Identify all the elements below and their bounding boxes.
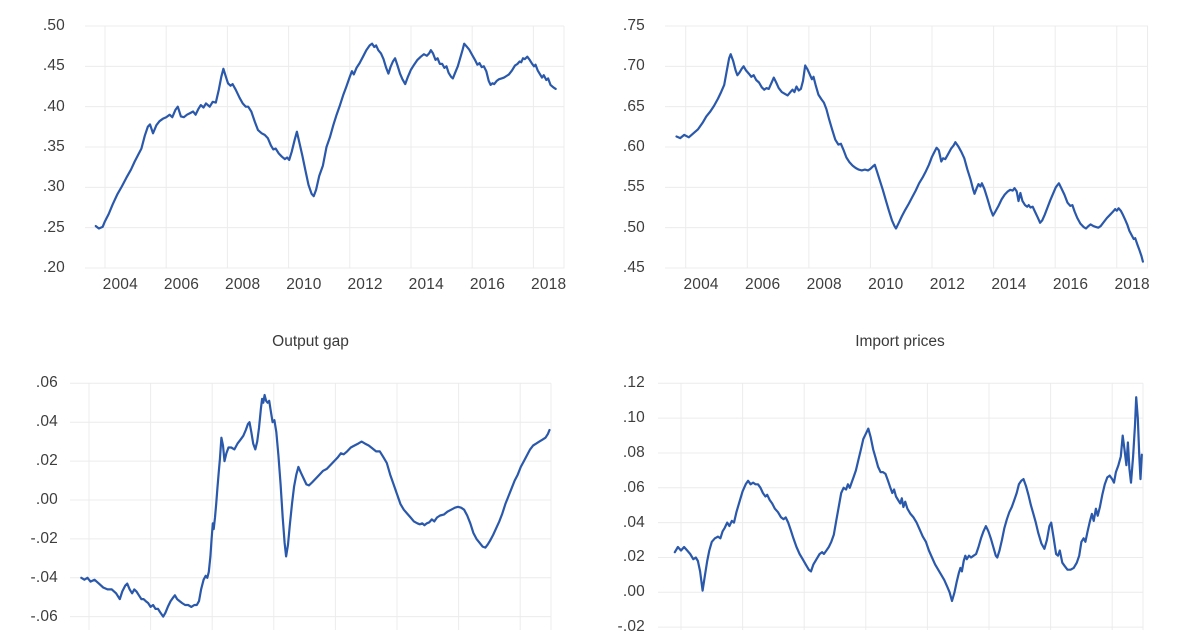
y-tick-label: .50 <box>42 17 65 34</box>
y-tick-label: .00 <box>35 490 58 508</box>
line-series <box>80 393 551 618</box>
y-tick-label: .70 <box>622 57 645 75</box>
y-tick-label: .65 <box>622 97 645 115</box>
y-tick-label: .20 <box>42 259 65 276</box>
chart-title-import-prices: Import prices <box>855 333 945 350</box>
x-tick-label: 2012 <box>347 276 383 293</box>
y-tick-label: .06 <box>35 374 58 392</box>
x-tick-label: 2004 <box>683 276 719 293</box>
x-tick-label: 2018 <box>1114 276 1150 293</box>
y-tick-label: .04 <box>35 413 58 431</box>
y-tick-label: .55 <box>622 178 645 196</box>
x-tick-label: 2004 <box>102 276 138 293</box>
y-tick-label: .10 <box>622 409 645 427</box>
y-tick-label: .12 <box>622 374 645 392</box>
y-tick-label: -.06 <box>30 607 58 625</box>
x-tick-label: 2018 <box>531 276 567 293</box>
y-tick-label: -.02 <box>30 529 58 547</box>
y-tick-label: .06 <box>622 478 645 496</box>
y-tick-label: .45 <box>622 259 645 276</box>
x-tick-label: 2012 <box>929 276 966 293</box>
line-series <box>673 396 1143 603</box>
y-tick-label: .75 <box>622 17 645 34</box>
y-tick-label: .50 <box>622 218 645 236</box>
x-tick-label: 2008 <box>806 276 842 293</box>
y-tick-label: -.04 <box>30 568 58 586</box>
y-tick-label: .30 <box>42 178 65 196</box>
y-tick-label: .08 <box>622 443 645 461</box>
y-tick-label: .00 <box>622 583 645 601</box>
x-tick-label: 2008 <box>225 276 261 293</box>
x-tick-label: 2010 <box>868 276 904 293</box>
x-tick-label: 2016 <box>469 276 506 293</box>
chart-title-output-gap: Output gap <box>272 333 349 350</box>
x-tick-label: 2006 <box>745 276 781 293</box>
y-tick-label: .35 <box>42 138 65 155</box>
x-tick-label: 2010 <box>286 276 322 293</box>
x-tick-label: 2014 <box>991 276 1027 293</box>
line-series <box>675 53 1145 263</box>
y-tick-label: .04 <box>622 513 645 531</box>
y-tick-label: -.02 <box>617 618 645 636</box>
x-tick-label: 2006 <box>163 276 200 293</box>
y-tick-label: .40 <box>42 97 65 115</box>
y-tick-label: .02 <box>622 548 645 566</box>
y-tick-label: .02 <box>35 452 58 470</box>
series-group <box>80 42 1145 618</box>
y-tick-label: .25 <box>42 218 65 236</box>
y-tick-label: .45 <box>42 57 65 75</box>
gridlines-group <box>70 25 1149 630</box>
x-tick-label: 2016 <box>1052 276 1089 293</box>
x-tick-label: 2014 <box>408 276 444 293</box>
line-series <box>94 42 557 230</box>
y-tick-label: .60 <box>622 138 645 155</box>
